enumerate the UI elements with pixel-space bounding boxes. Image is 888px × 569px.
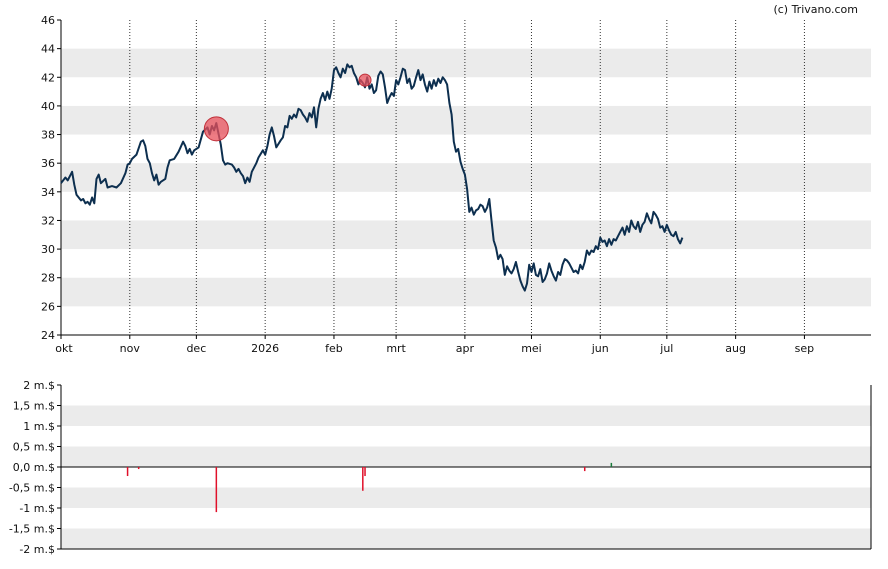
- x-tick-label: mrt: [386, 342, 406, 355]
- volume-bar: [137, 467, 140, 470]
- volume-bar: [364, 467, 366, 477]
- y-tick-label: 0,0 m.$: [13, 461, 55, 474]
- y-tick-label: 24: [41, 329, 55, 342]
- signal-marker: [203, 116, 229, 142]
- y-tick-label: 32: [41, 214, 55, 227]
- price-line: [60, 63, 684, 292]
- volume-bar: [610, 462, 613, 467]
- x-tick-label: nov: [120, 342, 141, 355]
- y-tick-label: 1,5 m.$: [13, 400, 55, 413]
- x-tick-label: jun: [591, 342, 609, 355]
- y-tick-label: 34: [41, 186, 55, 199]
- grid-band: [61, 220, 871, 250]
- x-tick-label: dec: [186, 342, 206, 355]
- volume-panel: 2 m.$ 1,5 m.$ 1 m.$ 0,5 m.$ 0,0 m.$ -0,5 m.$ -…: [9, 379, 872, 556]
- y-tick-label: 0,5 m.$: [13, 441, 55, 454]
- price-panel: okt nov dec 2026 feb mrt apr mei jun jul aug sep 24 2…: [41, 14, 871, 355]
- y-tick-label: -1,5 m.$: [9, 523, 55, 536]
- y-tick-label: 44: [41, 43, 55, 56]
- y-tick-label: 38: [41, 129, 55, 142]
- y-tick-label: 2 m.$: [23, 379, 55, 392]
- grid-band: [61, 405, 871, 426]
- signal-marker: [358, 73, 372, 87]
- y-tick-label: 42: [41, 71, 55, 84]
- x-tick-label: sep: [795, 342, 814, 355]
- grid-band: [61, 528, 871, 549]
- y-tick-label: 26: [41, 300, 55, 313]
- volume-bar: [126, 467, 129, 477]
- x-tick-label: feb: [325, 342, 343, 355]
- grid-band: [61, 487, 871, 508]
- volume-bar: [583, 467, 586, 472]
- x-tick-label: mei: [521, 342, 542, 355]
- y-tick-label: -1 m.$: [19, 502, 55, 515]
- x-tick-label: 2026: [251, 342, 279, 355]
- x-tick-label: aug: [725, 342, 746, 355]
- grid-band: [61, 446, 871, 467]
- grid-band: [61, 48, 871, 78]
- y-tick-label: -2 m.$: [19, 543, 55, 556]
- grid-band: [61, 277, 871, 307]
- y-tick-label: 40: [41, 100, 55, 113]
- y-tick-label: 28: [41, 272, 55, 285]
- x-tick-label: jul: [659, 342, 673, 355]
- y-tick-label: 36: [41, 157, 55, 170]
- x-tick-label: okt: [55, 342, 73, 355]
- grid-band: [61, 105, 871, 135]
- watermark-text: (c) Trivano.com: [773, 3, 858, 16]
- volume-bar: [215, 467, 218, 513]
- y-tick-label: -0,5 m.$: [9, 482, 55, 495]
- x-tick-label: apr: [456, 342, 475, 355]
- y-tick-label: 46: [41, 14, 55, 27]
- y-tick-label: 30: [41, 243, 55, 256]
- volume-bar: [362, 467, 364, 491]
- y-tick-label: 1 m.$: [23, 420, 55, 433]
